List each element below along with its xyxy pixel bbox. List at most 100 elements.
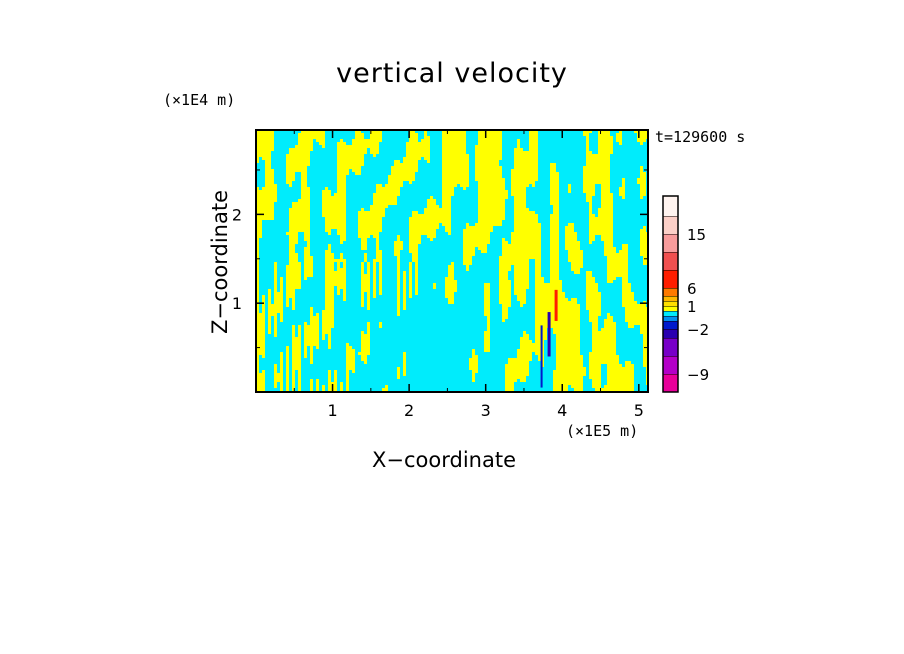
positive-velocity-cell — [478, 133, 502, 136]
positive-velocity-cell — [535, 265, 541, 268]
positive-velocity-cell — [415, 265, 418, 268]
positive-velocity-cell — [607, 259, 628, 262]
positive-velocity-cell — [511, 169, 538, 172]
positive-velocity-cell — [298, 370, 301, 373]
positive-velocity-cell — [286, 295, 295, 298]
positive-velocity-cell — [505, 388, 514, 391]
positive-velocity-cell — [367, 322, 370, 325]
positive-velocity-cell — [637, 181, 646, 184]
positive-velocity-cell — [346, 364, 355, 367]
positive-velocity-cell — [628, 325, 634, 328]
positive-velocity-cell — [274, 301, 283, 304]
positive-velocity-cell — [310, 385, 313, 388]
positive-velocity-cell — [451, 262, 454, 265]
positive-velocity-cell — [367, 301, 370, 304]
positive-velocity-cell — [598, 130, 610, 133]
positive-velocity-cell — [322, 214, 346, 217]
positive-velocity-cell — [607, 277, 616, 280]
positive-velocity-cell — [256, 157, 259, 160]
positive-velocity-cell — [409, 265, 412, 268]
positive-velocity-cell — [514, 160, 538, 163]
positive-velocity-cell — [484, 292, 490, 295]
positive-velocity-cell — [298, 382, 301, 385]
positive-velocity-cell — [298, 385, 301, 388]
positive-velocity-cell — [484, 334, 490, 337]
positive-velocity-cell — [550, 229, 559, 232]
positive-velocity-cell — [622, 292, 634, 295]
positive-velocity-cell — [301, 196, 310, 199]
positive-velocity-cell — [373, 271, 376, 274]
positive-velocity-cell — [337, 166, 361, 169]
positive-velocity-cell — [535, 325, 580, 328]
positive-velocity-cell — [376, 247, 379, 250]
positive-velocity-cell — [583, 175, 610, 178]
positive-velocity-cell — [289, 148, 313, 151]
positive-velocity-cell — [604, 253, 628, 256]
positive-velocity-cell — [256, 334, 265, 337]
positive-velocity-cell — [445, 292, 454, 295]
positive-velocity-cell — [256, 385, 265, 388]
positive-velocity-cell — [403, 274, 406, 277]
positive-velocity-cell — [643, 355, 648, 358]
positive-velocity-cell — [553, 385, 568, 388]
positive-velocity-cell — [622, 181, 625, 184]
positive-velocity-cell — [415, 277, 418, 280]
positive-velocity-cell — [445, 289, 457, 292]
positive-velocity-cell — [484, 346, 490, 349]
positive-velocity-cell — [289, 262, 301, 265]
positive-velocity-cell — [361, 262, 364, 265]
positive-velocity-cell — [415, 286, 418, 289]
positive-velocity-cell — [397, 373, 400, 376]
positive-velocity-cell — [286, 385, 289, 388]
positive-velocity-cell — [514, 154, 538, 157]
positive-velocity-cell — [274, 328, 277, 331]
positive-velocity-cell — [556, 367, 586, 370]
positive-velocity-cell — [535, 274, 541, 277]
positive-velocity-cell — [397, 367, 400, 370]
positive-velocity-cell — [355, 136, 364, 139]
positive-velocity-cell — [514, 268, 529, 271]
positive-velocity-cell — [310, 361, 313, 364]
positive-velocity-cell — [484, 331, 490, 334]
positive-velocity-cell — [280, 352, 283, 355]
positive-velocity-cell — [394, 160, 400, 163]
positive-velocity-cell — [565, 232, 577, 235]
positive-velocity-cell — [586, 199, 592, 202]
positive-velocity-cell — [430, 238, 433, 241]
positive-velocity-cell — [442, 184, 457, 187]
positive-velocity-cell — [553, 373, 586, 376]
positive-velocity-cell — [334, 370, 337, 373]
positive-velocity-cell — [256, 262, 259, 265]
positive-velocity-cell — [337, 148, 367, 151]
positive-velocity-cell — [475, 175, 502, 178]
positive-velocity-cell — [280, 313, 283, 316]
positive-velocity-cell — [280, 364, 283, 367]
positive-velocity-cell — [514, 151, 538, 154]
positive-velocity-cell — [343, 265, 346, 268]
positive-velocity-cell — [445, 286, 457, 289]
positive-velocity-cell — [286, 178, 295, 181]
positive-velocity-cell — [550, 214, 559, 217]
positive-velocity-cell — [550, 280, 562, 283]
positive-velocity-cell — [286, 355, 289, 358]
positive-velocity-cell — [619, 187, 625, 190]
positive-velocity-cell — [274, 298, 283, 301]
positive-velocity-cell — [640, 193, 646, 196]
positive-velocity-cell — [322, 316, 334, 319]
positive-velocity-cell — [409, 292, 412, 295]
positive-velocity-cell — [550, 175, 559, 178]
positive-velocity-cell — [256, 202, 274, 205]
positive-velocity-cell — [397, 298, 400, 301]
positive-velocity-cell — [325, 304, 334, 307]
positive-velocity-cell — [361, 343, 370, 346]
positive-velocity-cell — [373, 286, 376, 289]
positive-velocity-cell — [517, 295, 526, 298]
positive-velocity-cell — [574, 388, 583, 391]
positive-velocity-cell — [280, 316, 283, 319]
positive-velocity-cell — [256, 289, 259, 292]
positive-velocity-cell — [262, 298, 265, 301]
positive-velocity-cell — [412, 259, 418, 262]
positive-velocity-cell — [361, 340, 370, 343]
positive-velocity-cell — [337, 160, 364, 163]
positive-velocity-cell — [640, 247, 648, 250]
